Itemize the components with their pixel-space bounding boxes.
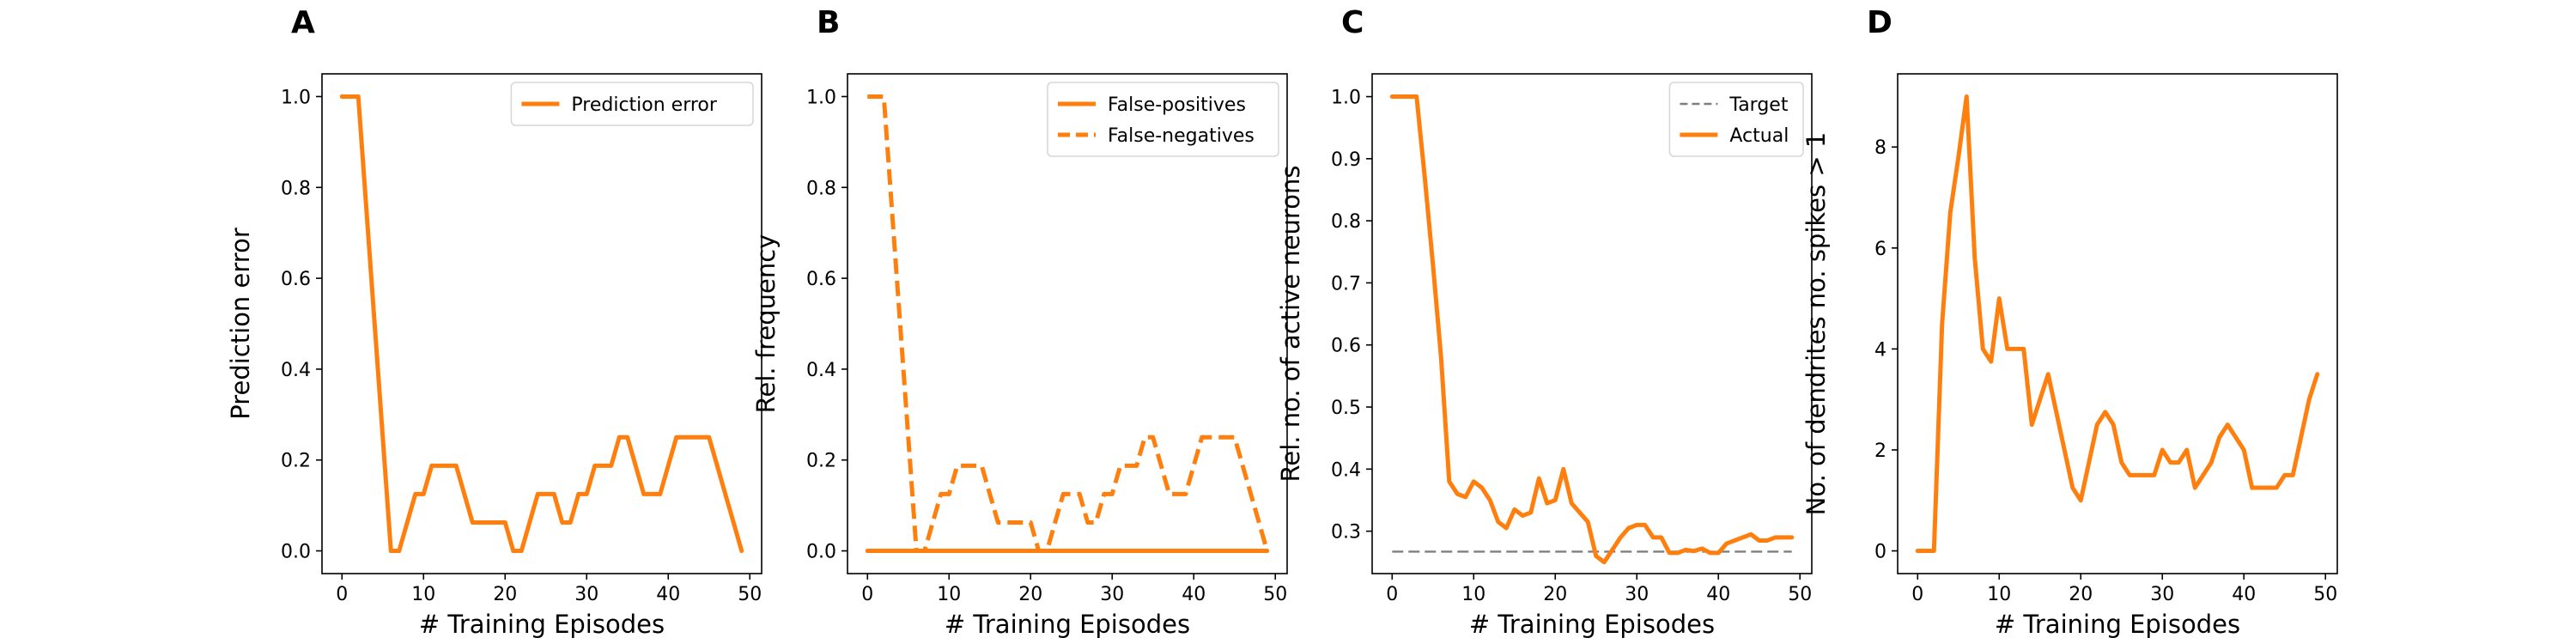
y-tick-label: 0.8 [281, 178, 311, 199]
legend: False-positives False-negatives [1047, 82, 1279, 157]
y-tick-label: 0.2 [281, 451, 311, 472]
y-tick-label: 0 [1874, 542, 1886, 563]
y-tick-label: 0.0 [281, 542, 311, 563]
x-tick-label: 50 [1263, 584, 1287, 605]
series-line-values [1915, 94, 2320, 554]
plot-frame [321, 73, 762, 574]
y-tick-label: 0.0 [806, 542, 836, 563]
x-tick-label: 10 [411, 584, 435, 605]
y-tick-label: 0.9 [1331, 149, 1361, 171]
x-tick-label: 0 [1911, 584, 1923, 605]
legend-box [1668, 82, 1804, 157]
x-tick-label: 20 [493, 584, 517, 605]
y-tick-label: 1.0 [281, 87, 311, 108]
legend-label: Target [1728, 94, 1788, 116]
y-axis-label: Rel. no. of active neurons [1276, 166, 1305, 483]
x-tick-label: 10 [1461, 584, 1485, 605]
y-tick-label: 0.8 [806, 178, 836, 199]
legend: Prediction error [510, 82, 754, 126]
y-tick-label: 0.2 [806, 451, 836, 472]
series-line-prediction-error [339, 94, 744, 554]
x-tick-label: 20 [1018, 584, 1042, 605]
x-tick-label: 0 [336, 584, 348, 605]
x-tick-label: 20 [2069, 584, 2093, 605]
x-tick-label: 0 [861, 584, 873, 605]
legend-label: Actual [1729, 125, 1789, 147]
x-tick-label: 30 [1625, 584, 1649, 605]
y-tick-label: 0.5 [1331, 398, 1361, 419]
y-tick-label: 0.3 [1331, 522, 1361, 544]
x-tick-label: 30 [574, 584, 598, 605]
y-tick-label: 1.0 [1331, 88, 1361, 109]
y-axis-label: No. of dendrites no. spikes > 1 [1801, 132, 1831, 516]
x-tick-label: 40 [1182, 584, 1206, 605]
x-axis-label: # Training Episodes [945, 610, 1190, 639]
chart-panel-a: A 0 10 20 30 40 50 0.0 0.2 0.4 0.6 0.8 1.0 # Training… [226, 5, 762, 639]
plot-frame [1897, 73, 2338, 574]
chart-panel-d: D 0 10 20 30 40 50 0 2 4 6 8 # Training Episodes No. … [1801, 5, 2338, 639]
x-tick-label: 20 [1543, 584, 1567, 605]
panel-letter: B [817, 5, 840, 40]
y-tick-label: 0.6 [1331, 336, 1361, 357]
x-tick-label: 10 [1987, 584, 2011, 605]
y-tick-label: 4 [1874, 339, 1886, 361]
y-tick-label: 0.6 [281, 269, 311, 290]
legend-label: False-negatives [1108, 125, 1255, 147]
legend-label: False-positives [1108, 94, 1246, 116]
panel-letter: A [291, 5, 315, 40]
legend-box [1047, 82, 1279, 157]
y-tick-label: 0.8 [1331, 211, 1361, 233]
x-tick-label: 40 [2232, 584, 2256, 605]
x-tick-label: 50 [738, 584, 762, 605]
x-tick-label: 30 [2150, 584, 2174, 605]
y-tick-label: 1.0 [806, 87, 836, 108]
x-tick-label: 40 [656, 584, 680, 605]
y-tick-label: 0.7 [1331, 273, 1361, 295]
y-tick-label: 2 [1874, 440, 1886, 462]
y-tick-label: 8 [1874, 137, 1886, 159]
x-tick-label: 10 [937, 584, 961, 605]
x-tick-label: 50 [1788, 584, 1812, 605]
chart-panel-c: C 0 10 20 30 40 50 0.3 0.4 0.5 0.6 0.7 0.8 0.9 1.0 # Tr… [1276, 5, 1813, 639]
y-axis-label: Rel. frequency [751, 234, 781, 414]
y-tick-label: 0.6 [806, 269, 836, 290]
y-tick-label: 0.4 [1331, 459, 1361, 481]
x-tick-label: 30 [1100, 584, 1124, 605]
y-tick-label: 0.4 [806, 360, 836, 381]
y-tick-label: 6 [1874, 239, 1886, 260]
plot-frame [847, 73, 1288, 574]
panel-letter: D [1867, 5, 1893, 40]
legend: Target Actual [1668, 82, 1804, 157]
x-axis-label: # Training Episodes [1469, 610, 1715, 639]
x-tick-label: 0 [1386, 584, 1398, 605]
plot-frame [1371, 73, 1813, 574]
series-line-actual [1389, 94, 1795, 565]
legend-label: Prediction error [571, 94, 717, 116]
y-tick-label: 0.4 [281, 360, 311, 381]
legend-box [510, 82, 754, 126]
x-axis-label: # Training Episodes [1995, 610, 2240, 639]
x-axis-label: # Training Episodes [419, 610, 665, 639]
x-tick-label: 50 [2313, 584, 2337, 605]
panel-letter: C [1341, 5, 1364, 40]
x-tick-label: 40 [1706, 584, 1730, 605]
series-line-false-negatives [867, 94, 1270, 554]
y-axis-label: Prediction error [226, 228, 255, 420]
chart-panel-b: B 0 10 20 30 40 50 0.0 0.2 0.4 0.6 0.8 1.0 # Training… [751, 5, 1288, 639]
